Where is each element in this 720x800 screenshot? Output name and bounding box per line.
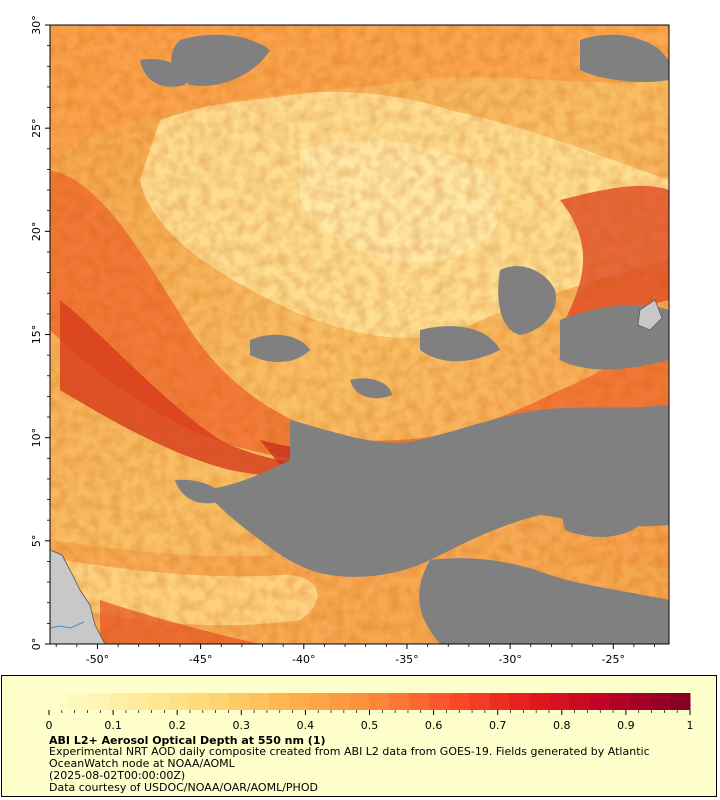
- colorbar-step: [49, 693, 70, 710]
- colorbar-step: [489, 693, 511, 710]
- colorbar-step: [669, 693, 691, 710]
- no-data-patch: [175, 479, 225, 504]
- aod-colorbar: 0 0.1 0.2 0.3 0.4 0.5 0.6 0.7 0.8 0.9 1: [46, 693, 694, 732]
- colorbar-step: [149, 693, 170, 710]
- colorbar-step: [109, 693, 130, 710]
- legend-title: ABI L2+ Aerosol Optical Depth at 550 nm …: [49, 734, 326, 747]
- colorbar-step: [409, 693, 431, 710]
- aod-map-plot: [50, 25, 669, 644]
- lon-tick-label: -45°: [189, 653, 212, 666]
- no-data-patch: [250, 334, 310, 362]
- legend-panel: 0 0.1 0.2 0.3 0.4 0.5 0.6 0.7 0.8 0.9 1 ABI L2+ Ae…: [1, 675, 717, 797]
- no-data-regions: [140, 34, 669, 644]
- colorbar-step: [249, 693, 270, 710]
- colorbar-tick-label: 0.8: [553, 719, 571, 732]
- no-data-patch: [420, 326, 500, 362]
- lon-tick-label: -30°: [498, 653, 521, 666]
- colorbar-step: [89, 693, 110, 710]
- colorbar-step: [629, 693, 651, 710]
- colorbar-step: [329, 693, 350, 710]
- colorbar-step: [509, 693, 531, 710]
- colorbar-tick-label: 0.4: [297, 719, 315, 732]
- river-line: [50, 621, 85, 629]
- colorbar-tick-label: 0.5: [361, 719, 379, 732]
- colorbar-step: [229, 693, 250, 710]
- lon-tick-label: -35°: [395, 653, 418, 666]
- colorbar-step: [269, 693, 290, 710]
- colorbar-step: [369, 693, 391, 710]
- lat-tick-label: 30°: [30, 15, 43, 35]
- colorbar-step: [189, 693, 210, 710]
- lon-tick-label: -50°: [86, 653, 109, 666]
- colorbar-tick-label: 0: [46, 719, 53, 732]
- colorbar-step: [349, 693, 370, 710]
- lat-tick-label: 0°: [30, 638, 43, 651]
- lat-tick-label: 20°: [30, 222, 43, 242]
- no-data-patch: [140, 59, 186, 87]
- colorbar-step: [69, 693, 90, 710]
- lat-tick-label: 15°: [30, 325, 43, 345]
- latitude-axis: 30° 25° 20° 15° 10° 5° 0°: [30, 15, 50, 650]
- colorbar-step: [209, 693, 230, 710]
- no-data-patch: [419, 558, 669, 644]
- colorbar-step: [169, 693, 190, 710]
- colorbar-step: [449, 693, 471, 710]
- legend-description-cont: OceanWatch node at NOAA/AOML: [49, 757, 235, 770]
- colorbar-step: [549, 693, 571, 710]
- no-data-patch: [171, 34, 270, 86]
- colorbar-steps: [49, 693, 691, 710]
- lat-tick-label: 10°: [30, 428, 43, 448]
- colorbar-tick-label: 1: [687, 719, 694, 732]
- colorbar-tick-label: 0.3: [233, 719, 251, 732]
- legend-timestamp: (2025-08-02T00:00:00Z): [49, 769, 186, 782]
- colorbar-step: [129, 693, 150, 710]
- no-data-patch: [498, 266, 556, 335]
- lon-tick-label: -40°: [292, 653, 315, 666]
- colorbar-step: [589, 693, 611, 710]
- colorbar-step: [289, 693, 310, 710]
- land-south-america: [50, 549, 106, 644]
- legend-description: Experimental NRT AOD daily composite cre…: [49, 745, 650, 758]
- colorbar-tick-label: 0.7: [489, 719, 507, 732]
- land-island: [637, 299, 663, 331]
- colorbar-tick-label: 0.2: [168, 719, 186, 732]
- colorbar-tick-label: 0.1: [104, 719, 122, 732]
- colorbar-ticks: 0 0.1 0.2 0.3 0.4 0.5 0.6 0.7 0.8 0.9 1: [46, 710, 694, 732]
- longitude-axis: -50° -45° -40° -35° -30° -25°: [55, 644, 655, 666]
- no-data-patch: [205, 405, 669, 577]
- colorbar-step: [309, 693, 330, 710]
- map-figure: 30° 25° 20° 15° 10° 5° 0° -50° -45° -40° -35° -30°…: [30, 15, 670, 666]
- colorbar-step: [389, 693, 411, 710]
- colorbar-step: [529, 693, 551, 710]
- colorbar-tick-label: 0.6: [425, 719, 443, 732]
- lon-tick-label: -25°: [602, 653, 625, 666]
- colorbar-step: [649, 693, 671, 710]
- colorbar-step: [609, 693, 631, 710]
- legend-credits: Data courtesy of USDOC/NOAA/OAR/AOML/PHO…: [49, 781, 318, 794]
- colorbar-step: [569, 693, 591, 710]
- colorbar-step: [429, 693, 451, 710]
- no-data-patch: [350, 378, 392, 399]
- no-data-patch: [580, 34, 669, 82]
- lat-tick-label: 25°: [30, 118, 43, 138]
- no-data-patch: [560, 508, 640, 537]
- colorbar-tick-label: 0.9: [617, 719, 635, 732]
- lat-tick-label: 5°: [30, 535, 43, 548]
- colorbar-step: [469, 693, 491, 710]
